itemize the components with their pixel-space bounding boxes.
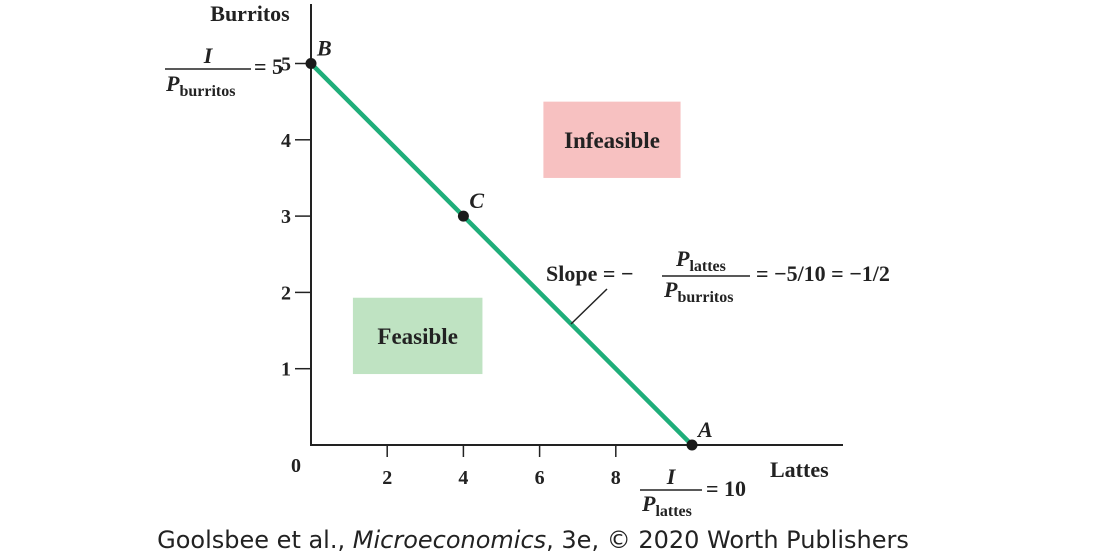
series-layer (308, 61, 695, 448)
slope-suffix: = −5/10 = −1/2 (756, 261, 890, 286)
regions-layer: Feasible Infeasible (352, 101, 681, 375)
y-intercept-equals: = 5 (254, 54, 283, 79)
figure-credit: Goolsbee et al., Microeconomics, 3e, © 2… (0, 526, 1066, 554)
points-layer: B C A (305, 36, 713, 451)
credit-suffix: , 3e, © 2020 Worth Publishers (546, 526, 909, 554)
budget-line (308, 61, 695, 448)
point-label-c: C (469, 188, 484, 213)
x-intercept-equals: = 10 (706, 476, 746, 501)
x-tick-label: 2 (382, 467, 392, 489)
point-a (686, 439, 698, 451)
infeasible-region (543, 101, 681, 178)
x-intercept-denom-sub: lattes (655, 503, 691, 520)
slope-num-main: P (675, 246, 690, 271)
axes-layer (310, 4, 843, 446)
slope-num-sub: lattes (689, 258, 725, 275)
x-intercept-annotation: I Plattes = 10 (640, 464, 746, 520)
credit-book-title: Microeconomics (352, 526, 547, 554)
feasible-region (352, 297, 483, 375)
y-intercept-denom-main: P (165, 71, 180, 96)
feasible-region-label: Feasible (377, 324, 458, 349)
x-intercept-numerator: I (666, 464, 677, 489)
x-axis-label: Lattes (770, 457, 829, 482)
y-tick-label: 2 (281, 282, 291, 304)
slope-leader-line (570, 288, 608, 325)
x-intercept-denom-main: P (641, 491, 656, 516)
point-c (457, 210, 469, 222)
y-intercept-numerator: I (203, 43, 214, 68)
slope-den-main: P (663, 277, 678, 302)
y-tick-label: 3 (281, 206, 291, 228)
y-axis-label: Burritos (210, 1, 290, 26)
y-tick-label: 5 (281, 54, 291, 76)
point-label-b: B (316, 36, 332, 61)
point-b (305, 58, 317, 69)
slope-denominator: Pburritos (663, 277, 733, 306)
slope-annotation: Slope = − Plattes Pburritos = −5/10 = −1… (546, 246, 890, 325)
y-intercept-denominator: Pburritos (165, 71, 235, 100)
credit-prefix: Goolsbee et al., (157, 526, 353, 554)
ticks-layer: 2 4 6 8 1 2 3 4 5 (281, 54, 621, 490)
origin-label: 0 (291, 455, 301, 477)
point-label-a: A (696, 417, 713, 442)
y-intercept-annotation: I Pburritos = 5 (165, 43, 283, 100)
x-intercept-denominator: Plattes (641, 491, 692, 520)
y-tick-label: 1 (281, 359, 291, 381)
x-tick-label: 4 (458, 467, 468, 489)
x-tick-label: 6 (535, 467, 545, 489)
slope-numerator: Plattes (675, 246, 726, 275)
y-tick-label: 4 (281, 130, 291, 152)
infeasible-region-label: Infeasible (564, 128, 660, 153)
x-tick-label: 8 (611, 467, 621, 489)
slope-prefix: Slope = − (546, 261, 633, 286)
y-intercept-denom-sub: burritos (179, 83, 235, 100)
slope-den-sub: burritos (677, 289, 733, 306)
